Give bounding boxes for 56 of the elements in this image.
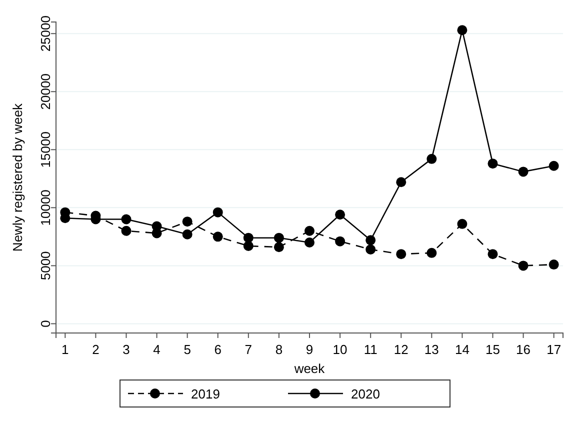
point: [396, 249, 406, 260]
y-tick-label: 10000: [38, 190, 54, 226]
point: [304, 226, 314, 236]
x-tick-label: 14: [454, 342, 470, 357]
point: [121, 226, 132, 236]
y-tick-label: 5000: [38, 251, 54, 280]
y-tick-label: 20000: [38, 74, 54, 110]
point: [488, 158, 498, 169]
y-tick-label: 0: [38, 320, 54, 328]
legend-label: 2020: [351, 386, 380, 402]
y-axis-title: Newly registered by week: [10, 102, 25, 252]
point: [335, 236, 346, 246]
x-tick-label: 11: [364, 342, 378, 357]
x-tick-label: 10: [332, 342, 348, 357]
point: [426, 248, 437, 258]
x-tick-label: 16: [516, 342, 531, 357]
point: [548, 160, 559, 171]
x-tick-label: 1: [62, 342, 69, 357]
x-tick-label: 9: [306, 342, 314, 357]
x-tick-label: 17: [546, 342, 562, 357]
point: [396, 177, 406, 188]
point: [212, 207, 223, 218]
point: [152, 221, 162, 232]
y-tick-label: 15000: [38, 132, 54, 168]
x-tick-label: 6: [214, 342, 222, 357]
x-tick-label: 3: [122, 342, 130, 357]
point: [304, 237, 314, 248]
point: [243, 232, 254, 243]
x-tick-label: 5: [184, 342, 191, 357]
point: [335, 210, 346, 220]
point: [182, 229, 192, 240]
point: [548, 260, 559, 270]
legend-label: 2019: [191, 386, 220, 402]
x-axis-title: week: [293, 361, 326, 376]
point: [274, 232, 284, 243]
point: [488, 249, 498, 260]
point: [457, 218, 468, 229]
y-tick-label: 25000: [38, 16, 54, 52]
point: [518, 260, 528, 271]
x-tick-label: 13: [424, 342, 439, 357]
point: [457, 25, 468, 36]
x-tick-label: 4: [153, 342, 160, 357]
x-tick-label: 12: [394, 342, 408, 357]
x-tick-label: 8: [275, 342, 283, 357]
point: [182, 216, 192, 227]
point: [243, 240, 254, 251]
point: [274, 242, 284, 252]
point: [366, 235, 376, 246]
point: [212, 232, 223, 242]
x-tick-label: 15: [486, 342, 500, 357]
x-tick-label: 2: [92, 342, 100, 357]
point: [366, 244, 376, 254]
point: [518, 166, 528, 177]
x-tick-label: 7: [244, 342, 252, 357]
point: [426, 154, 437, 164]
point: [121, 214, 132, 224]
